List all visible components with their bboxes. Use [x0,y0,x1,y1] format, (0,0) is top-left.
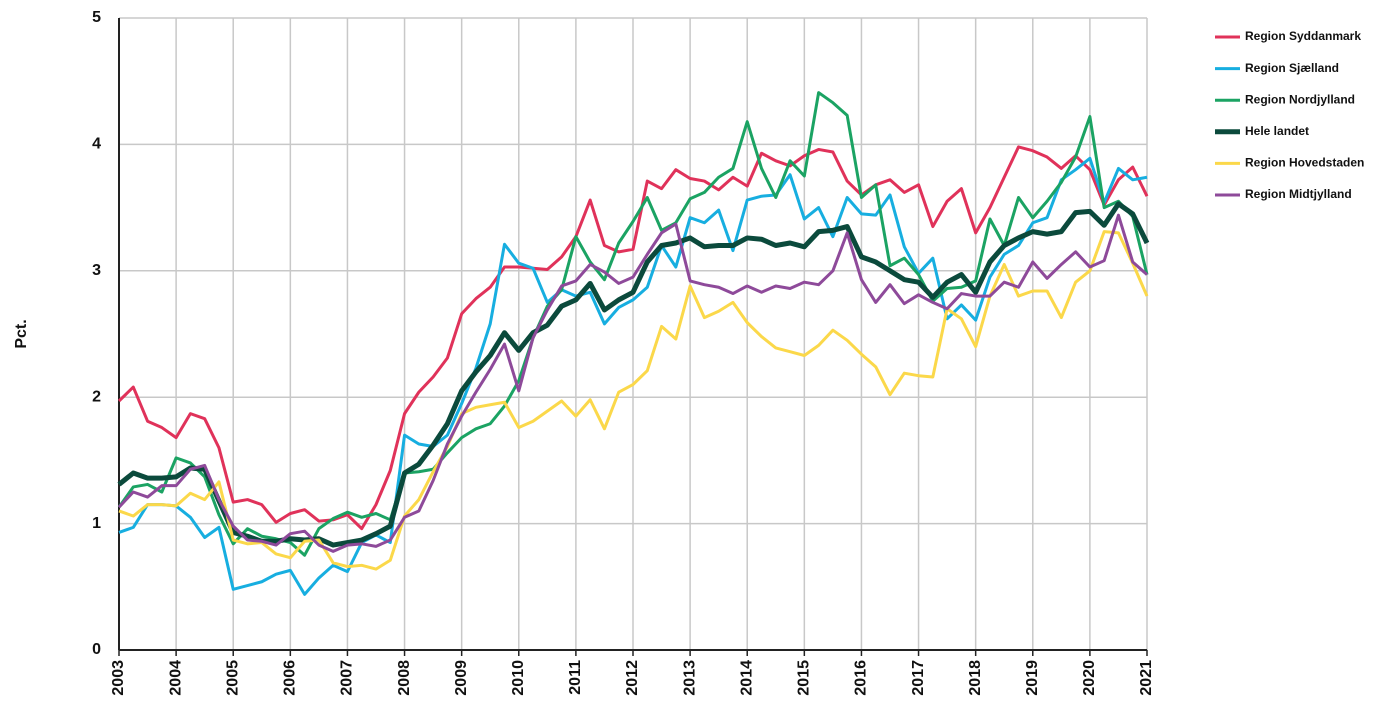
x-tick-label: 2011 [567,660,584,695]
x-tick-label: 2008 [396,660,413,696]
series-line [118,156,1148,596]
x-tick-label: 2016 [853,660,870,696]
x-tick-label: 2020 [1081,660,1098,696]
y-axis-label: Pct. [13,319,30,348]
series-line [117,201,1150,548]
series-line [118,230,1149,571]
legend-label: Hele landet [1245,124,1309,138]
x-tick-label: 2004 [167,660,184,696]
y-tick-label: 0 [92,641,101,658]
y-tick-label: 4 [92,136,101,153]
x-tick-label: 2015 [796,660,813,696]
x-tick-label: 2012 [624,660,641,696]
x-tick-label: 2010 [510,660,527,696]
x-tick-label: 2019 [1024,660,1041,696]
legend-label: Region Sjælland [1245,61,1339,75]
legend-label: Region Midtjylland [1245,187,1352,201]
y-tick-label: 1 [92,515,101,532]
legend-label: Region Nordjylland [1245,92,1355,106]
series-line [117,213,1148,553]
series-line [117,91,1149,557]
y-tick-label: 3 [92,262,101,279]
series-line [117,145,1149,531]
x-tick-label: 2017 [910,660,927,696]
x-tick-label: 2009 [453,660,470,696]
legend-label: Region Syddanmark [1245,29,1361,43]
x-tick-label: 2006 [282,660,299,696]
x-tick-label: 2003 [110,660,127,696]
x-tick-label: 2005 [224,660,241,696]
y-tick-label: 2 [92,388,101,405]
x-tick-label: 2007 [339,660,356,696]
x-tick-label: 2021 [1138,660,1155,696]
y-tick-label: 5 [92,9,101,26]
x-tick-label: 2018 [967,660,984,696]
x-tick-label: 2013 [681,660,698,696]
x-tick-label: 2014 [738,660,755,696]
legend-label: Region Hovedstaden [1245,156,1364,170]
